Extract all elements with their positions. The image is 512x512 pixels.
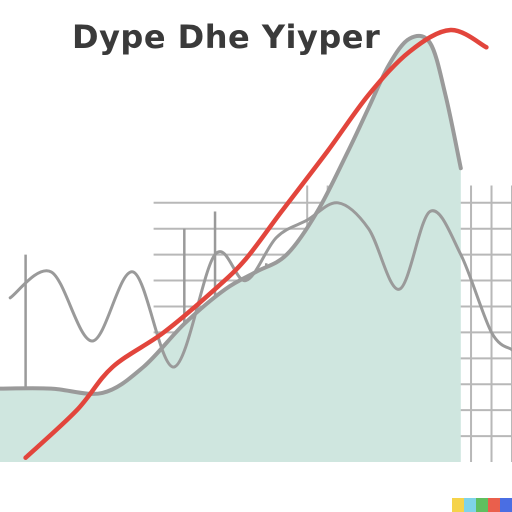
chart-title: Dype Dhe Yiyper xyxy=(72,18,381,56)
color-strip xyxy=(452,498,512,512)
area-fill xyxy=(0,35,461,463)
highlight-line xyxy=(23,27,489,460)
area-outline xyxy=(0,33,463,396)
wave-line xyxy=(8,201,512,369)
